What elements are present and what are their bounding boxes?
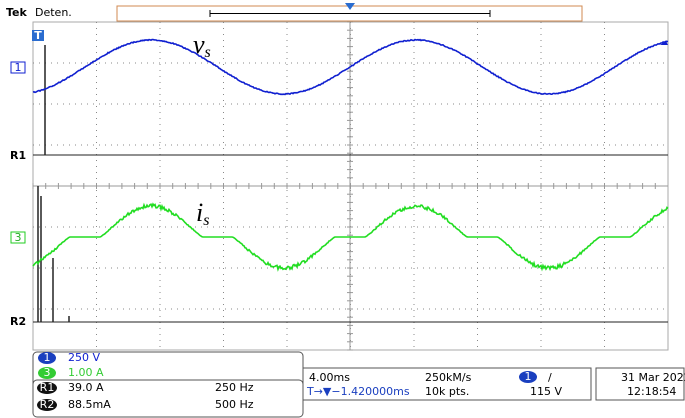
ref2-scale: 88.5mA [68, 398, 111, 411]
label-sub: s [203, 212, 209, 229]
ref1-marker: R1 [10, 149, 26, 162]
label-main: i [196, 198, 203, 227]
record-length: 10k pts. [425, 385, 469, 398]
scope-screen: Tek Deten. vs is T 1 3 R1 R2 1 250 V 3 1… [0, 0, 685, 418]
sample-rate: 250kM/s [425, 371, 472, 384]
acq-status: Deten. [35, 6, 72, 19]
ch1-marker-text: 1 [15, 61, 22, 74]
ch3-scale: 1.00 A [68, 366, 104, 379]
ref1-scale: 39.0 A [68, 381, 104, 394]
badge-text: 3 [44, 366, 51, 379]
ref2-freq: 500 Hz [215, 398, 254, 411]
trigger-level: 115 V [530, 385, 562, 398]
ch3-marker-text: 3 [15, 231, 22, 244]
badge-text: R1 [40, 381, 55, 394]
date: 31 Mar 2022 [621, 371, 685, 384]
badge-text: R2 [40, 398, 55, 411]
trigger-position: T→▼−1.420000ms [306, 385, 410, 398]
badge-text: 1 [525, 370, 532, 383]
timebase: 4.00ms [309, 371, 350, 384]
trigger-slope: / [548, 371, 552, 384]
label-main: v [193, 30, 205, 59]
ref2-marker: R2 [10, 315, 26, 328]
badge-text: 1 [44, 351, 51, 364]
time: 12:18:54 [627, 385, 676, 398]
ref1-freq: 250 Hz [215, 381, 254, 394]
ch1-scale: 250 V [68, 351, 100, 364]
label-sub: s [205, 44, 211, 61]
brand: Tek [6, 6, 28, 19]
trigger-marker-text: T [34, 29, 42, 42]
